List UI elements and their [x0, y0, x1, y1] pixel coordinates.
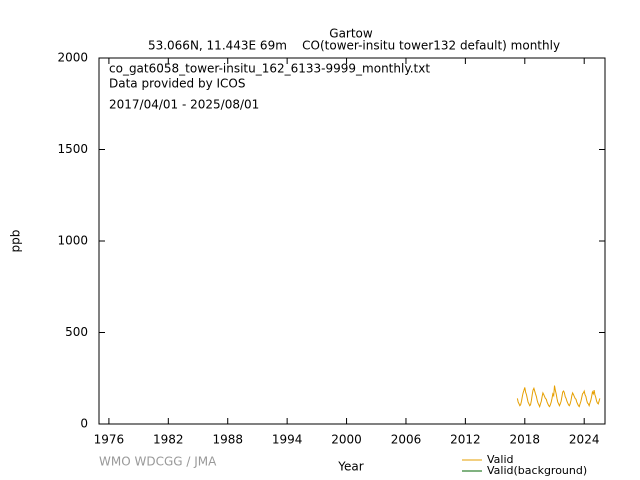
chart-subtitle: 53.066N, 11.443E 69m CO(tower-insitu tow… — [148, 39, 560, 53]
x-tick-label: 1994 — [272, 433, 303, 447]
y-axis-label: ppb — [9, 230, 23, 253]
x-tick-label: 2000 — [331, 433, 362, 447]
x-tick-label: 2012 — [450, 433, 481, 447]
x-tick-label: 2024 — [569, 433, 600, 447]
data-line — [516, 385, 601, 409]
x-axis-label: Year — [337, 460, 363, 474]
x-tick-label: 1976 — [94, 433, 125, 447]
y-tick-label: 1500 — [57, 142, 88, 156]
x-tick-label: 1982 — [153, 433, 184, 447]
annotation: Data provided by ICOS — [109, 77, 245, 91]
annotation: 2017/04/01 - 2025/08/01 — [109, 98, 259, 112]
chart-title: Gartow — [329, 27, 373, 41]
y-tick-label: 1000 — [57, 234, 88, 248]
x-tick-label: 2006 — [391, 433, 422, 447]
y-tick-label: 2000 — [57, 51, 88, 65]
x-tick-label: 2018 — [510, 433, 541, 447]
x-tick-label: 1988 — [212, 433, 243, 447]
y-tick-label: 500 — [65, 325, 88, 339]
y-tick-label: 0 — [80, 417, 88, 431]
legend-label: Valid — [487, 453, 514, 466]
watermark: WMO WDCGG / JMA — [99, 455, 217, 469]
plot-frame — [98, 57, 606, 425]
annotation: co_gat6058_tower-insitu_162_6133-9999_mo… — [109, 62, 430, 76]
legend-label: Valid(background) — [487, 464, 587, 477]
